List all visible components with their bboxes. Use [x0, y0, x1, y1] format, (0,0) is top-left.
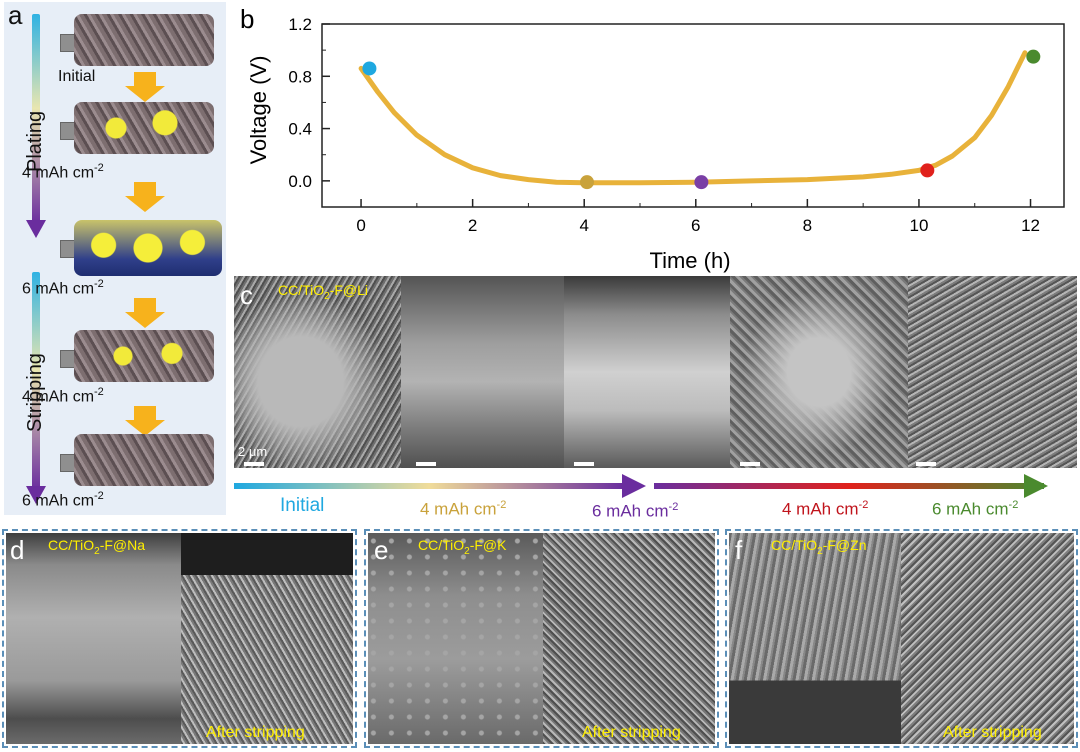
step-arrow	[125, 298, 165, 328]
y-axis-label: Voltage (V)	[246, 56, 271, 165]
panel-letter-b: b	[240, 4, 254, 34]
plating-stripping-progress: Initial 4 mAh cm-2 6 mAh cm-2 4 mAh cm-2…	[234, 470, 1074, 528]
state-marker	[920, 163, 935, 178]
scale-bar	[416, 462, 436, 466]
x-tick-label: 12	[1021, 216, 1040, 235]
scale-bar	[916, 462, 936, 466]
state-label-6mah-stripped: 6 mAh cm-2	[22, 490, 104, 510]
scale-bar-label: 2 μm	[238, 444, 268, 459]
step-arrow	[125, 182, 165, 212]
progress-label-6mah: 6 mAh cm-2	[592, 501, 679, 521]
x-tick-label: 4	[579, 216, 588, 235]
sem-image-zn	[729, 533, 901, 744]
sem-image-na	[6, 533, 181, 744]
progress-label-6mah-strip: 6 mAh cm-2	[932, 499, 1019, 519]
progress-bar-plating	[234, 483, 624, 489]
state-marker	[694, 175, 709, 190]
panel-f: f CC/TiO2-F@Zn After stripping	[725, 529, 1078, 748]
sem-image-4mah-stripped	[730, 276, 908, 468]
x-tick-label: 6	[691, 216, 700, 235]
panel-a-schematic: a Plating Stripping Initial 4 mAh cm-2 6…	[4, 2, 226, 515]
carbon-rod-4mah-stripped	[74, 330, 214, 382]
y-tick-label: 1.2	[288, 15, 312, 34]
sem-image-k-stripped	[543, 533, 715, 744]
state-label-6mah: 6 mAh cm-2	[22, 278, 104, 298]
state-marker	[362, 61, 377, 76]
plating-arrow	[32, 14, 40, 224]
panel-letter-f: f	[735, 535, 743, 565]
sem-image-initial	[234, 276, 401, 468]
panel-letter-e: e	[374, 535, 389, 565]
scale-bar	[740, 462, 760, 466]
panel-c-title: CC/TiO2-F@Li	[278, 282, 369, 302]
scale-bar	[574, 462, 594, 466]
sem-image-na-stripped	[181, 533, 353, 744]
state-label-4mah-stripped: 4 mAh cm-2	[22, 386, 104, 406]
after-stripping-label-d: After stripping	[206, 724, 305, 741]
panel-d: d CC/TiO2-F@Na After stripping	[2, 529, 357, 748]
after-stripping-label-f: After stripping	[943, 724, 1042, 741]
sem-image-6mah-stripped	[908, 276, 1077, 468]
state-marker	[580, 175, 594, 190]
after-stripping-label-e: After stripping	[582, 724, 681, 741]
panel-f-title: CC/TiO2-F@Zn	[771, 537, 867, 557]
step-arrow	[125, 72, 165, 102]
chart-axes: 0 2 4 6 8 10 12 0.0 0.4 0.8 1.2	[288, 15, 1065, 235]
state-label-initial: Initial	[58, 68, 96, 85]
panel-e-title: CC/TiO2-F@K	[418, 537, 507, 557]
x-tick-label: 2	[468, 216, 477, 235]
x-tick-label: 0	[356, 216, 365, 235]
step-arrow	[125, 406, 165, 436]
carbon-rod-6mah-plated	[74, 220, 222, 276]
sem-image-4mah-plated	[401, 276, 564, 468]
progress-head-stripping	[1024, 474, 1048, 498]
scale-bar	[244, 462, 264, 466]
state-label-4mah: 4 mAh cm-2	[22, 162, 104, 182]
progress-label-4mah: 4 mAh cm-2	[420, 499, 507, 519]
panel-letter-c: c	[240, 280, 253, 310]
stripping-arrow-head	[26, 486, 46, 504]
chart-series-layer	[358, 49, 1041, 190]
progress-label-initial: Initial	[280, 495, 325, 516]
stripping-arrow	[32, 272, 40, 490]
voltage-time-chart: b 0 2 4 6 8 10 12 0.0 0.4 0.8 1.2 Time (h) Voltage…	[240, 4, 1065, 273]
panel-e: e CC/TiO2-F@K After stripping	[364, 529, 719, 748]
y-tick-label: 0.8	[288, 67, 312, 86]
sem-image-k	[368, 533, 543, 744]
panel-letter-a: a	[8, 0, 23, 30]
carbon-rod-4mah-plated	[74, 102, 214, 154]
panel-d-title: CC/TiO2-F@Na	[48, 537, 146, 557]
plot-frame	[321, 23, 1065, 208]
progress-bar-stripping	[654, 483, 1044, 489]
state-marker	[1026, 49, 1041, 64]
y-tick-label: 0.0	[288, 172, 312, 191]
y-tick-label: 0.4	[288, 120, 312, 139]
progress-arrows	[234, 474, 1048, 498]
x-tick-label: 10	[909, 216, 928, 235]
x-tick-label: 8	[803, 216, 812, 235]
panel-letter-d: d	[10, 535, 25, 565]
carbon-rod-initial	[74, 14, 214, 66]
panel-c-sem-series: c CC/TiO2-F@Li 2 μm	[234, 276, 1077, 468]
voltage-curve	[358, 50, 1028, 186]
x-axis-label: Time (h)	[649, 248, 730, 273]
sem-image-6mah-plated	[564, 276, 730, 468]
progress-head-plating	[622, 474, 646, 498]
sem-image-zn-stripped	[901, 533, 1074, 744]
plating-arrow-head	[26, 220, 46, 238]
carbon-rod-6mah-stripped	[74, 434, 214, 486]
progress-label-4mah-strip: 4 mAh cm-2	[782, 499, 869, 519]
